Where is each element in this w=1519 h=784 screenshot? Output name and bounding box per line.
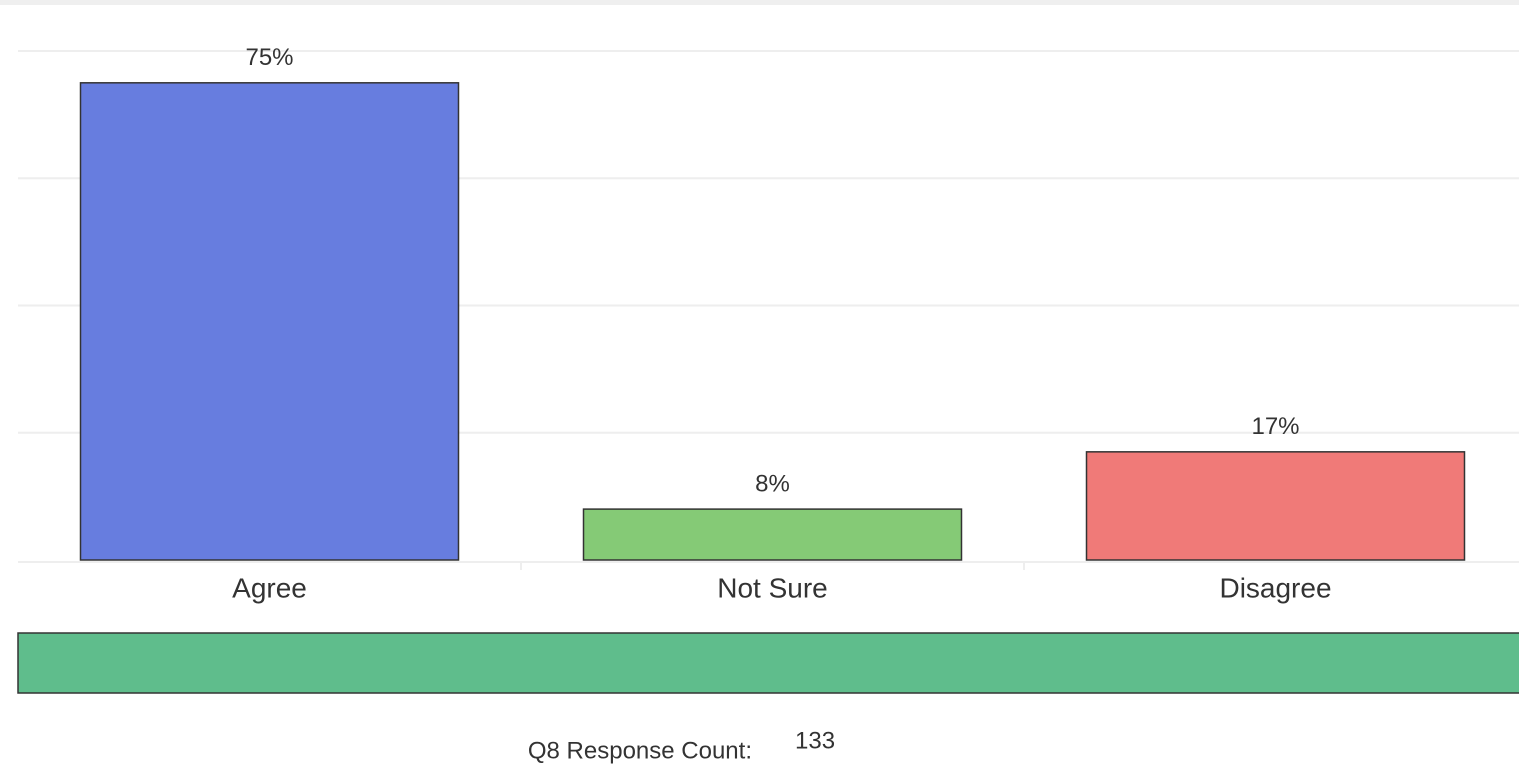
x-tick-label: Not Sure: [717, 572, 828, 603]
bar: [582, 508, 963, 561]
bar: [1085, 451, 1466, 561]
response-count: 133: [795, 727, 835, 754]
response-count-label: Q8 Response Count:: [528, 737, 752, 764]
x-tick-label: Disagree: [1219, 572, 1331, 603]
x-tick-label: Agree: [232, 572, 307, 603]
value-label: 8%: [755, 470, 790, 497]
top-strip: [0, 0, 1519, 5]
value-label: 17%: [1251, 413, 1299, 440]
bar: [79, 82, 460, 561]
value-label: 75%: [245, 44, 293, 71]
status-band: [17, 632, 1519, 694]
